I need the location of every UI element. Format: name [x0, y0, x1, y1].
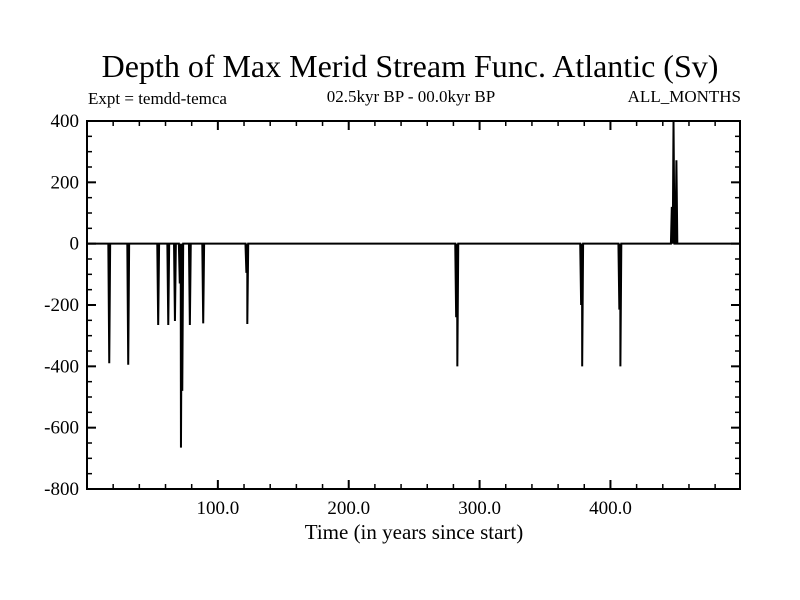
y-tick-label: -400 [44, 356, 79, 377]
x-axis-title: Time (in years since start) [305, 520, 524, 544]
experiment-label: Expt = temdd-temca [88, 89, 227, 108]
x-tick-label: 400.0 [589, 498, 632, 519]
y-tick-label: 400 [51, 111, 80, 132]
axis-ticks [87, 121, 740, 489]
y-tick-label: 0 [70, 234, 80, 255]
y-tick-label: -200 [44, 295, 79, 316]
y-tick-label: 200 [51, 172, 80, 193]
chart-title: Depth of Max Merid Stream Func. Atlantic… [102, 48, 719, 84]
data-series [87, 120, 740, 448]
y-tick-label: -800 [44, 479, 79, 500]
x-tick-label: 300.0 [458, 498, 501, 519]
time-range-label: 02.5kyr BP - 00.0kyr BP [327, 87, 495, 106]
y-tick-label: -600 [44, 418, 79, 439]
plot-border [86, 120, 741, 490]
x-tick-label: 100.0 [196, 498, 239, 519]
axis-tick-labels: 100.0 200.0 300.0 400.0 400 200 0 -200 -400 -600 -… [44, 111, 632, 519]
x-tick-label: 200.0 [327, 498, 370, 519]
plot-frame [86, 120, 741, 490]
months-label: ALL_MONTHS [628, 87, 741, 106]
series-line-depth-of-max-meridional-stream-function [87, 120, 740, 448]
